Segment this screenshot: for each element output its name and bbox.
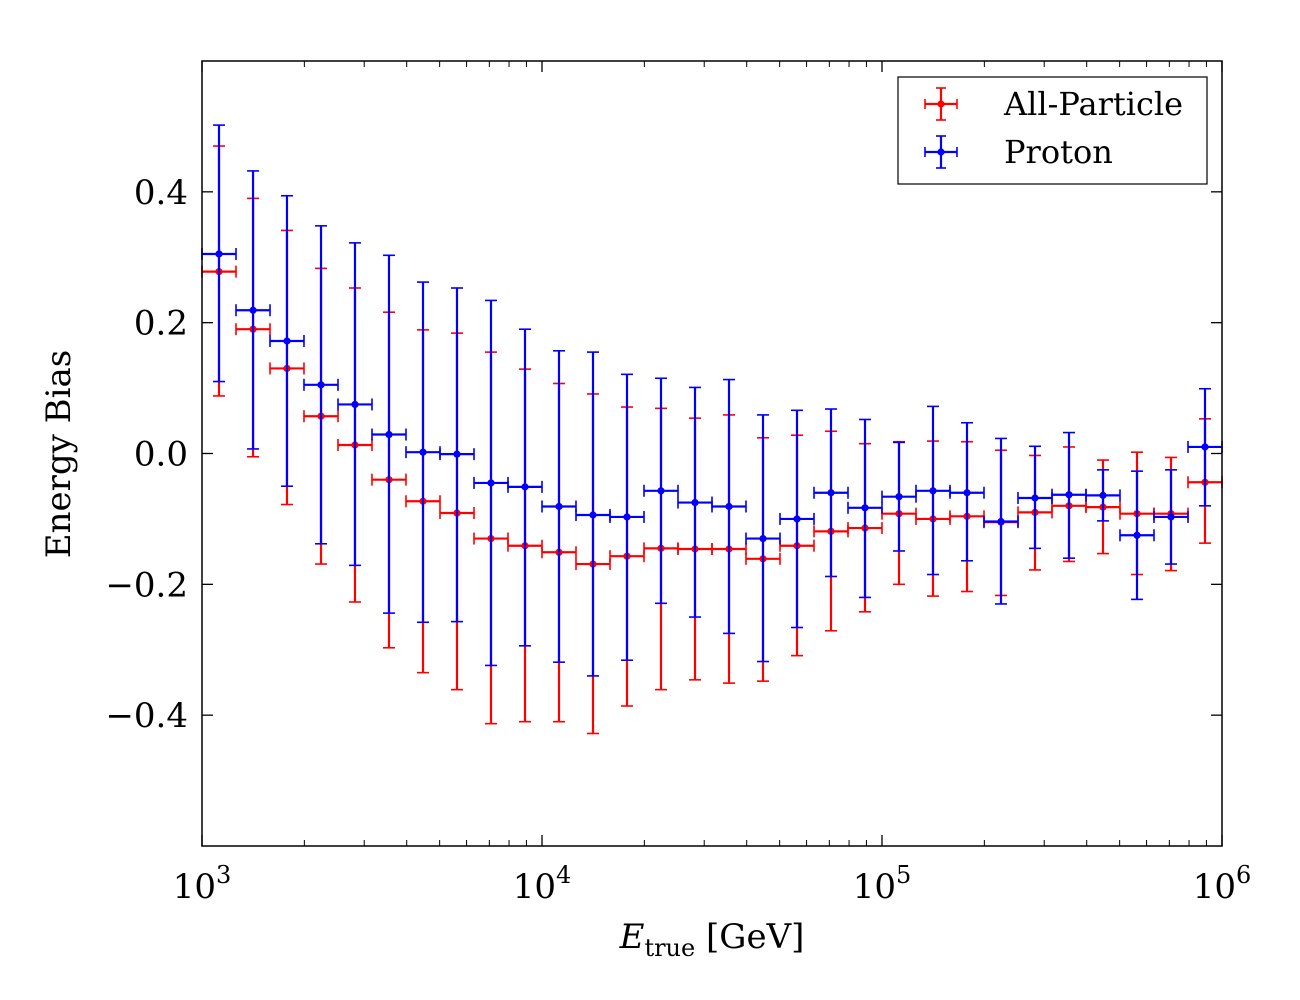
data-point [283,337,291,345]
data-point [317,381,325,389]
data-point [759,534,767,543]
y-axis-label: Energy Bias [39,350,79,558]
series-proton [201,124,1223,677]
data-point [1133,531,1141,539]
data-point [1065,491,1073,499]
x-tick-label: 106 [1193,861,1252,907]
x-axis-label-symbol: E [619,917,645,957]
data-point [895,493,903,501]
data-point [1099,491,1107,499]
data-point [521,483,529,491]
x-tick-exponent: 6 [1236,861,1251,889]
data-point [793,515,801,523]
data-point [351,400,359,409]
data-point [1201,443,1209,451]
data-point [1167,513,1175,521]
data-point [453,450,461,458]
legend-label: Proton [1004,133,1113,171]
x-tick-label: 103 [173,861,232,907]
data-point [963,489,971,497]
x-tick-base: 10 [173,867,216,907]
data-point [827,489,835,497]
legend-box [897,76,1208,185]
y-tick-label: 0.0 [134,435,188,475]
data-point [385,430,393,439]
x-tick-base: 10 [513,867,556,907]
legend-marker-point [937,100,945,108]
data-point [997,517,1005,526]
x-tick-exponent: 3 [216,861,231,889]
x-tick-exponent: 4 [556,861,571,889]
x-tick-label: 105 [853,861,912,907]
data-point [657,487,665,495]
data-point [725,502,733,511]
legend: All-Particle Proton [897,76,1208,185]
y-tick-label: 0.4 [134,173,188,213]
data-point [861,504,869,512]
data-point [1031,494,1039,502]
data-point [419,448,427,456]
data-point [929,487,937,495]
data-point [623,513,631,521]
data-point [249,306,257,314]
series-layer [201,124,1223,735]
x-tick-exponent: 5 [896,861,911,889]
y-tick-label: −0.2 [105,565,188,605]
x-axis-label: Etrue [GeV] [619,917,805,962]
x-tick-base: 10 [853,867,896,907]
y-tick-label: 0.2 [134,304,188,344]
x-axis-label-subscript: true [644,934,695,962]
data-point [589,511,597,519]
data-point [691,498,699,507]
data-point [487,479,495,487]
x-tick-base: 10 [1193,867,1236,907]
data-point [555,502,563,511]
legend-label: All-Particle [1003,85,1183,123]
x-axis-label-unit: [GeV] [695,917,804,957]
data-point [215,250,223,258]
y-tick-label: −0.4 [105,696,188,736]
plot-frame [201,60,1223,847]
legend-marker-point [937,148,945,156]
x-tick-label: 104 [513,861,572,907]
